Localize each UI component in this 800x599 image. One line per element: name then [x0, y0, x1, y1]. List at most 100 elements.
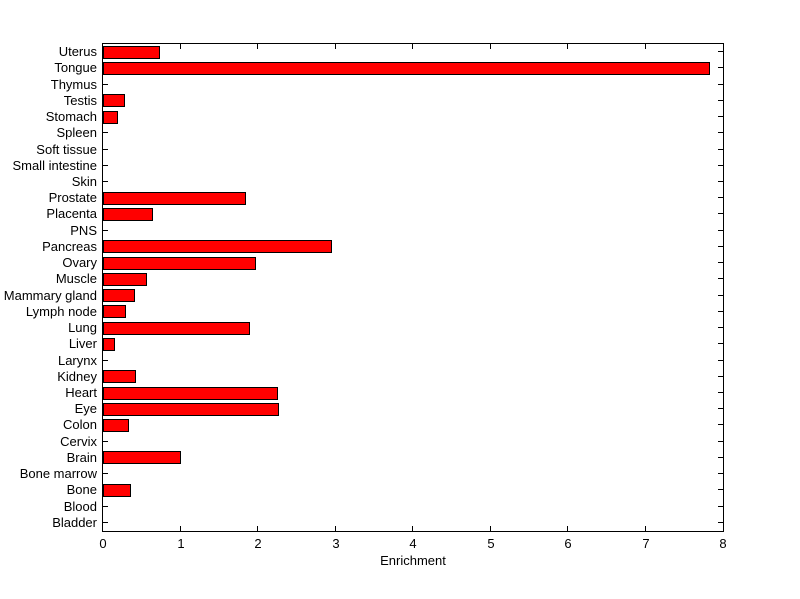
y-tick-right-cervix — [718, 441, 723, 442]
bar-ovary — [103, 257, 256, 270]
y-tick-label-stomach: Stomach — [45, 109, 97, 124]
y-tick-left-small-intestine — [103, 165, 108, 166]
y-tick-right-kidney — [718, 376, 723, 377]
bar-colon — [103, 419, 129, 432]
y-tick-right-ovary — [718, 262, 723, 263]
y-tick-left-blood — [103, 506, 108, 507]
y-tick-label-mammary-gland: Mammary gland — [3, 288, 97, 303]
x-tick-top-2 — [257, 44, 258, 49]
y-tick-left-bone-marrow — [103, 473, 108, 474]
y-tick-label-colon: Colon — [63, 417, 97, 432]
plot-area — [102, 43, 724, 532]
bar-stomach — [103, 111, 118, 124]
y-tick-left-soft-tissue — [103, 149, 108, 150]
x-tick-top-7 — [645, 44, 646, 49]
x-tick-bottom-1 — [180, 526, 181, 531]
x-tick-label-7: 7 — [642, 536, 650, 551]
y-tick-label-cervix: Cervix — [60, 434, 97, 449]
y-tick-label-skin: Skin — [71, 174, 97, 189]
y-tick-right-pancreas — [718, 246, 723, 247]
y-tick-label-tongue: Tongue — [54, 60, 97, 75]
bar-pancreas — [103, 240, 332, 253]
y-tick-left-pns — [103, 230, 108, 231]
y-tick-right-skin — [718, 181, 723, 182]
y-tick-right-liver — [718, 343, 723, 344]
y-tick-label-muscle: Muscle — [55, 271, 97, 286]
y-tick-label-ovary: Ovary — [62, 255, 97, 270]
bar-mammary-gland — [103, 289, 135, 302]
bar-eye — [103, 403, 279, 416]
x-tick-bottom-3 — [335, 526, 336, 531]
y-tick-right-lymph-node — [718, 311, 723, 312]
y-tick-label-uterus: Uterus — [58, 44, 97, 59]
x-tick-label-6: 6 — [564, 536, 572, 551]
y-tick-label-brain: Brain — [66, 450, 97, 465]
x-tick-label-8: 8 — [719, 536, 727, 551]
x-tick-top-5 — [490, 44, 491, 49]
y-tick-label-placenta: Placenta — [46, 206, 97, 221]
y-tick-label-lymph-node: Lymph node — [25, 304, 97, 319]
y-tick-right-heart — [718, 392, 723, 393]
bar-brain — [103, 451, 181, 464]
y-tick-right-prostate — [718, 197, 723, 198]
y-tick-label-bone: Bone — [66, 482, 97, 497]
bar-prostate — [103, 192, 246, 205]
y-tick-right-larynx — [718, 360, 723, 361]
y-tick-right-mammary-gland — [718, 295, 723, 296]
bar-lung — [103, 322, 250, 335]
x-tick-top-1 — [180, 44, 181, 49]
y-tick-label-heart: Heart — [65, 385, 97, 400]
x-tick-label-4: 4 — [409, 536, 417, 551]
bar-liver — [103, 338, 115, 351]
y-tick-right-pns — [718, 230, 723, 231]
y-tick-right-uterus — [718, 51, 723, 52]
x-tick-bottom-5 — [490, 526, 491, 531]
bar-uterus — [103, 46, 160, 59]
x-tick-top-3 — [335, 44, 336, 49]
x-tick-top-4 — [412, 44, 413, 49]
y-tick-right-bone — [718, 489, 723, 490]
y-tick-label-bone-marrow: Bone marrow — [19, 466, 97, 481]
y-tick-label-small-intestine: Small intestine — [12, 158, 97, 173]
y-tick-right-placenta — [718, 213, 723, 214]
y-tick-right-tongue — [718, 67, 723, 68]
y-tick-label-larynx: Larynx — [57, 353, 97, 368]
y-tick-label-thymus: Thymus — [50, 77, 97, 92]
y-tick-label-testis: Testis — [63, 93, 97, 108]
x-tick-label-2: 2 — [254, 536, 262, 551]
y-tick-label-kidney: Kidney — [57, 369, 97, 384]
y-tick-label-eye: Eye — [74, 401, 97, 416]
y-tick-right-muscle — [718, 278, 723, 279]
y-tick-right-bladder — [718, 522, 723, 523]
y-tick-label-liver: Liver — [68, 336, 97, 351]
bar-placenta — [103, 208, 153, 221]
y-tick-label-prostate: Prostate — [48, 190, 97, 205]
y-tick-right-stomach — [718, 116, 723, 117]
x-axis-title: Enrichment — [380, 553, 446, 568]
y-tick-right-eye — [718, 408, 723, 409]
bar-testis — [103, 94, 125, 107]
x-tick-bottom-7 — [645, 526, 646, 531]
y-tick-label-lung: Lung — [68, 320, 97, 335]
y-tick-left-larynx — [103, 360, 108, 361]
y-tick-label-spleen: Spleen — [56, 125, 97, 140]
y-tick-left-skin — [103, 181, 108, 182]
x-tick-bottom-2 — [257, 526, 258, 531]
x-tick-top-6 — [567, 44, 568, 49]
bar-bone — [103, 484, 131, 497]
y-tick-right-bone-marrow — [718, 473, 723, 474]
x-tick-label-5: 5 — [487, 536, 495, 551]
bar-muscle — [103, 273, 147, 286]
y-tick-left-thymus — [103, 84, 108, 85]
x-tick-label-1: 1 — [177, 536, 185, 551]
y-tick-left-bladder — [103, 522, 108, 523]
y-tick-right-soft-tissue — [718, 149, 723, 150]
y-tick-right-small-intestine — [718, 165, 723, 166]
bar-tongue — [103, 62, 710, 75]
y-tick-left-spleen — [103, 132, 108, 133]
x-tick-bottom-6 — [567, 526, 568, 531]
y-tick-right-colon — [718, 424, 723, 425]
y-tick-right-blood — [718, 506, 723, 507]
y-tick-label-pancreas: Pancreas — [42, 239, 97, 254]
